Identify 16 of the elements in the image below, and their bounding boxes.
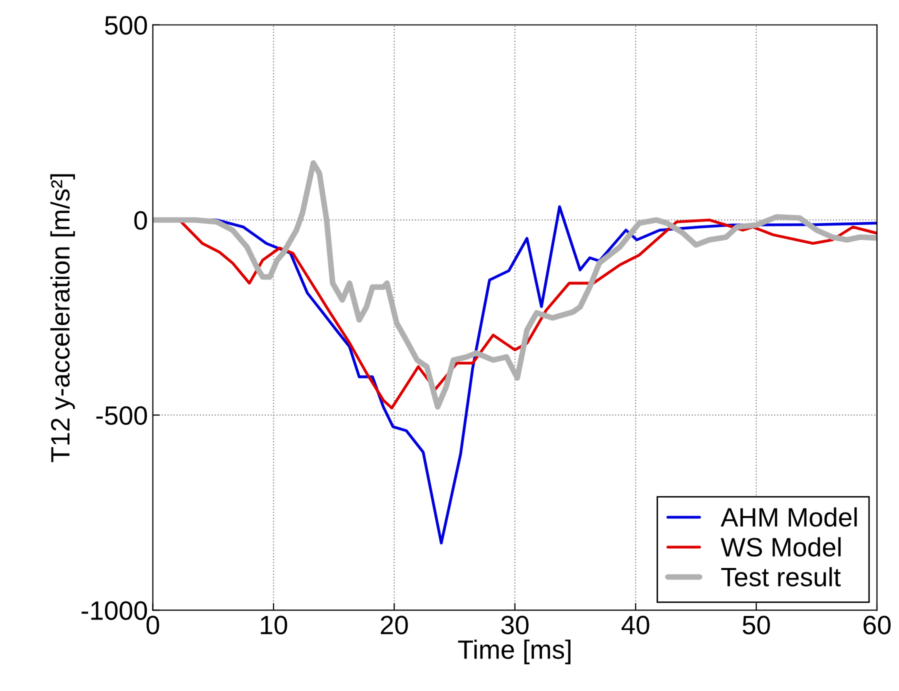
legend-label: AHM Model [720, 507, 857, 527]
x-axis-title: Time [ms] [458, 640, 570, 664]
x-tick-label: 40 [622, 616, 650, 634]
legend-label: Test result [721, 567, 841, 586]
x-tick-label: 0 [146, 616, 160, 634]
y-tick-label: -1000 [82, 601, 147, 620]
y-tick-label: 500 [105, 16, 147, 35]
y-tick-label: -500 [96, 406, 147, 425]
x-tick-label: 60 [864, 616, 891, 634]
y-tick-label: 0 [134, 211, 147, 230]
x-tick-label: 20 [380, 616, 408, 634]
legend-label: WS Model [720, 537, 841, 557]
x-tick-label: 10 [260, 616, 288, 634]
y-axis-title: T12 y-acceleration [m/s²] [50, 174, 75, 462]
x-tick-label: 50 [742, 616, 770, 634]
x-tick-label: 30 [501, 616, 529, 634]
